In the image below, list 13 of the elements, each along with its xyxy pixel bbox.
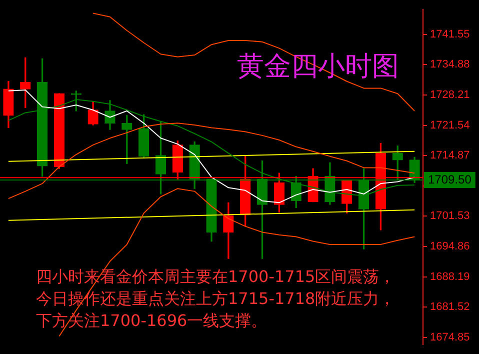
y-tick-label: 1741.55 xyxy=(430,28,470,40)
y-tick-label: 1721.54 xyxy=(430,119,470,132)
y-tick-label: 1728.21 xyxy=(430,88,470,101)
y-tick-label: 1694.86 xyxy=(430,240,470,252)
y-tick-label: 1681.52 xyxy=(430,301,470,314)
y-tick-label: 1674.85 xyxy=(430,331,470,344)
annotation: 四小时来看金价本周主要在1700-1715区间震荡，今日操作还是重点关注上方1715-1718附近压力，下方关注1700-1696一线支撑。 xyxy=(36,266,396,332)
ref-line-label: 1709.50 xyxy=(428,172,472,186)
text: 黄金四小时图 xyxy=(237,51,399,82)
y-tick-label: 1701.53 xyxy=(430,210,470,222)
y-tick-label: 1688.19 xyxy=(430,270,470,283)
y-tick-label: 1714.87 xyxy=(430,150,470,162)
y-tick-label: 1734.88 xyxy=(430,58,470,71)
